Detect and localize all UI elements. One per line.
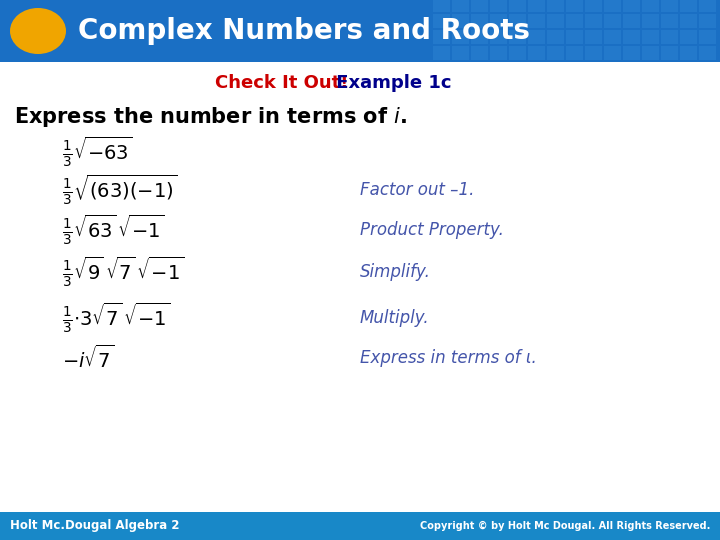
Text: Multiply.: Multiply.: [360, 309, 430, 327]
Text: Express the number in terms of $i$.: Express the number in terms of $i$.: [14, 105, 407, 129]
Bar: [490, 30, 507, 44]
Bar: [566, 30, 583, 44]
Bar: [680, 46, 697, 60]
Text: Complex Numbers and Roots: Complex Numbers and Roots: [78, 17, 530, 45]
Bar: [661, 0, 678, 12]
Bar: [509, 14, 526, 28]
Bar: [433, 0, 450, 12]
Bar: [642, 30, 659, 44]
Bar: [490, 14, 507, 28]
Bar: [680, 14, 697, 28]
Text: Express in terms of ι.: Express in terms of ι.: [360, 349, 536, 367]
Bar: [661, 46, 678, 60]
Text: $\frac{1}{3}\sqrt{63}\,\sqrt{-1}$: $\frac{1}{3}\sqrt{63}\,\sqrt{-1}$: [62, 213, 165, 247]
Bar: [623, 46, 640, 60]
Bar: [509, 30, 526, 44]
Bar: [566, 0, 583, 12]
Bar: [0, 0, 720, 62]
Bar: [623, 30, 640, 44]
Text: Product Property.: Product Property.: [360, 221, 504, 239]
Bar: [604, 14, 621, 28]
Bar: [509, 0, 526, 12]
Text: $\frac{1}{3}\sqrt{(63)(-1)}$: $\frac{1}{3}\sqrt{(63)(-1)}$: [62, 173, 178, 207]
Bar: [471, 0, 488, 12]
Bar: [0, 512, 720, 540]
Bar: [471, 46, 488, 60]
Bar: [452, 46, 469, 60]
Text: $\frac{1}{3}{\cdot}3\sqrt{7}\,\sqrt{-1}$: $\frac{1}{3}{\cdot}3\sqrt{7}\,\sqrt{-1}$: [62, 301, 171, 335]
Bar: [680, 0, 697, 12]
Bar: [642, 14, 659, 28]
Bar: [528, 14, 545, 28]
Bar: [547, 0, 564, 12]
Text: Check It Out!: Check It Out!: [215, 74, 348, 92]
Bar: [585, 30, 602, 44]
Ellipse shape: [10, 8, 66, 54]
Bar: [680, 30, 697, 44]
Text: $-i\sqrt{7}$: $-i\sqrt{7}$: [62, 345, 114, 372]
Bar: [642, 0, 659, 12]
Bar: [566, 46, 583, 60]
Text: Holt Mc.Dougal Algebra 2: Holt Mc.Dougal Algebra 2: [10, 519, 179, 532]
Bar: [471, 30, 488, 44]
Bar: [490, 46, 507, 60]
Bar: [528, 0, 545, 12]
Bar: [452, 0, 469, 12]
Text: Example 1c: Example 1c: [330, 74, 451, 92]
Bar: [661, 30, 678, 44]
Text: $\frac{1}{3}\sqrt{-63}$: $\frac{1}{3}\sqrt{-63}$: [62, 134, 132, 170]
Bar: [623, 0, 640, 12]
Bar: [433, 30, 450, 44]
Bar: [585, 46, 602, 60]
Bar: [585, 14, 602, 28]
Bar: [528, 30, 545, 44]
Bar: [604, 30, 621, 44]
Text: Copyright © by Holt Mc Dougal. All Rights Reserved.: Copyright © by Holt Mc Dougal. All Right…: [420, 521, 710, 531]
Text: $\frac{1}{3}\sqrt{9}\,\sqrt{7}\,\sqrt{-1}$: $\frac{1}{3}\sqrt{9}\,\sqrt{7}\,\sqrt{-1…: [62, 254, 184, 289]
Bar: [490, 0, 507, 12]
Bar: [699, 30, 716, 44]
Bar: [528, 46, 545, 60]
Bar: [452, 14, 469, 28]
Bar: [433, 46, 450, 60]
Bar: [699, 46, 716, 60]
Bar: [471, 14, 488, 28]
Bar: [661, 14, 678, 28]
Bar: [547, 14, 564, 28]
Bar: [585, 0, 602, 12]
Bar: [452, 30, 469, 44]
Bar: [699, 14, 716, 28]
Bar: [547, 46, 564, 60]
Bar: [509, 46, 526, 60]
Bar: [604, 46, 621, 60]
Bar: [623, 14, 640, 28]
Bar: [566, 14, 583, 28]
Text: Factor out –1.: Factor out –1.: [360, 181, 474, 199]
Bar: [699, 0, 716, 12]
Bar: [604, 0, 621, 12]
Text: Simplify.: Simplify.: [360, 263, 431, 281]
Bar: [642, 46, 659, 60]
Bar: [433, 14, 450, 28]
Bar: [547, 30, 564, 44]
